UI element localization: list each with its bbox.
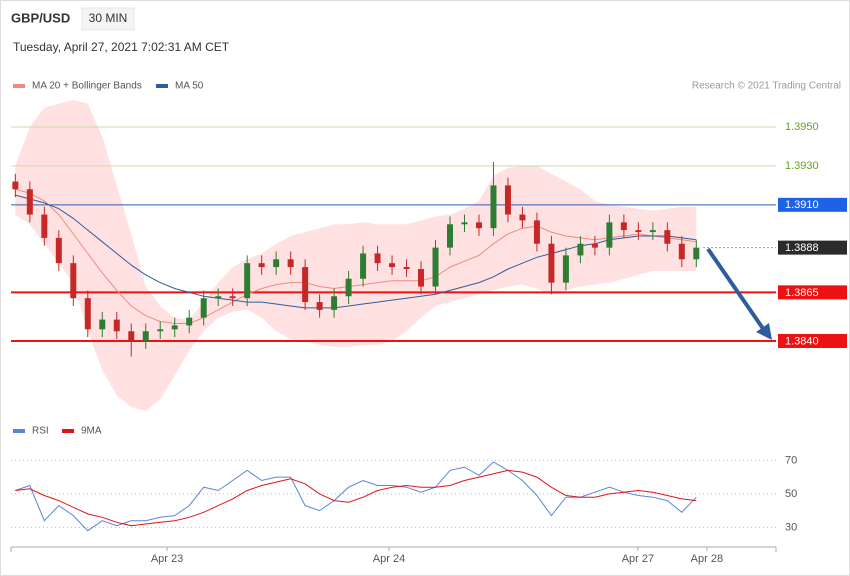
candle-body bbox=[113, 319, 120, 332]
level-label: 1.3930 bbox=[785, 160, 819, 172]
bollinger-band bbox=[15, 99, 697, 412]
candle-body bbox=[142, 331, 149, 341]
forecast-arrow bbox=[706, 247, 766, 332]
legend-label: MA 50 bbox=[175, 81, 204, 92]
legend-swatch bbox=[13, 84, 25, 88]
candle-body bbox=[475, 222, 482, 229]
level-label: 1.3865 bbox=[785, 287, 819, 299]
candle-body bbox=[447, 224, 454, 248]
interval-box bbox=[81, 7, 135, 31]
candle-body bbox=[229, 296, 236, 299]
level-label: 1.3910 bbox=[785, 199, 819, 211]
y-tick-label: 50 bbox=[785, 488, 797, 500]
candle-body bbox=[591, 243, 598, 248]
y-tick-label: 30 bbox=[785, 521, 797, 533]
candle-body bbox=[490, 185, 497, 229]
candle-body bbox=[128, 331, 135, 341]
level-label: 1.3950 bbox=[785, 121, 819, 133]
candle-body bbox=[55, 237, 62, 264]
candle-body bbox=[461, 222, 468, 225]
datetime: Tuesday, April 27, 2021 7:02:31 AM CET bbox=[13, 40, 230, 54]
candle-body bbox=[562, 255, 569, 283]
legend-swatch bbox=[62, 429, 74, 433]
candle-body bbox=[374, 253, 381, 264]
level-label: 1.3888 bbox=[785, 242, 819, 254]
candle-body bbox=[70, 263, 77, 299]
level-label: 1.3840 bbox=[785, 335, 819, 347]
legend-label: RSI bbox=[32, 426, 49, 437]
candle-body bbox=[345, 278, 352, 297]
candle-body bbox=[620, 222, 627, 231]
candle-body bbox=[244, 263, 251, 299]
candle-body bbox=[287, 259, 294, 268]
candle-body bbox=[12, 181, 19, 190]
x-tick-label: Apr 27 bbox=[622, 553, 654, 565]
candle-body bbox=[533, 220, 540, 244]
forecast-arrowhead bbox=[756, 323, 772, 340]
candle-body bbox=[418, 269, 425, 287]
candle-body bbox=[606, 222, 613, 248]
symbol: GBP/USD bbox=[11, 10, 70, 25]
candle-body bbox=[302, 267, 309, 303]
candle-body bbox=[635, 230, 642, 233]
interval: 30 MIN bbox=[89, 11, 128, 25]
legend-label: MA 20 + Bollinger Bands bbox=[32, 81, 142, 92]
credit: Research © 2021 Trading Central bbox=[692, 81, 841, 92]
legend-swatch bbox=[13, 429, 25, 433]
candle-body bbox=[171, 325, 178, 330]
candle-body bbox=[331, 296, 338, 310]
candle-body bbox=[215, 296, 222, 299]
candle-body bbox=[99, 319, 106, 330]
candle-body bbox=[316, 302, 323, 310]
candle-body bbox=[519, 214, 526, 221]
candle-body bbox=[26, 189, 33, 215]
candle-body bbox=[403, 267, 410, 270]
level-label-box bbox=[778, 240, 847, 255]
y-tick-label: 70 bbox=[785, 454, 797, 466]
candle-body bbox=[504, 185, 511, 215]
legend-swatch bbox=[156, 84, 168, 88]
level-label-box bbox=[778, 197, 847, 212]
candle-body bbox=[678, 243, 685, 260]
candle-body bbox=[41, 214, 48, 238]
candle-body bbox=[200, 298, 207, 318]
candle-body bbox=[649, 230, 656, 233]
candle-body bbox=[389, 263, 396, 268]
candle-body bbox=[186, 317, 193, 326]
level-label-box bbox=[778, 285, 847, 300]
candle-body bbox=[84, 298, 91, 330]
candle-body bbox=[577, 243, 584, 256]
candle-body bbox=[664, 230, 671, 244]
indicator-line bbox=[15, 469, 697, 527]
candle-body bbox=[360, 253, 367, 279]
moving-average bbox=[15, 188, 697, 324]
candle-body bbox=[548, 243, 555, 283]
candle-body bbox=[157, 329, 164, 332]
candle-body bbox=[258, 263, 265, 268]
indicator-line bbox=[15, 461, 697, 532]
candle-body bbox=[273, 259, 280, 268]
x-tick-label: Apr 28 bbox=[691, 553, 723, 565]
x-tick-label: Apr 24 bbox=[373, 553, 405, 565]
x-tick-label: Apr 23 bbox=[151, 553, 183, 565]
legend-label: 9MA bbox=[81, 426, 102, 437]
candle-body bbox=[693, 247, 700, 260]
candle-body bbox=[432, 247, 439, 287]
level-label-box bbox=[778, 333, 847, 348]
